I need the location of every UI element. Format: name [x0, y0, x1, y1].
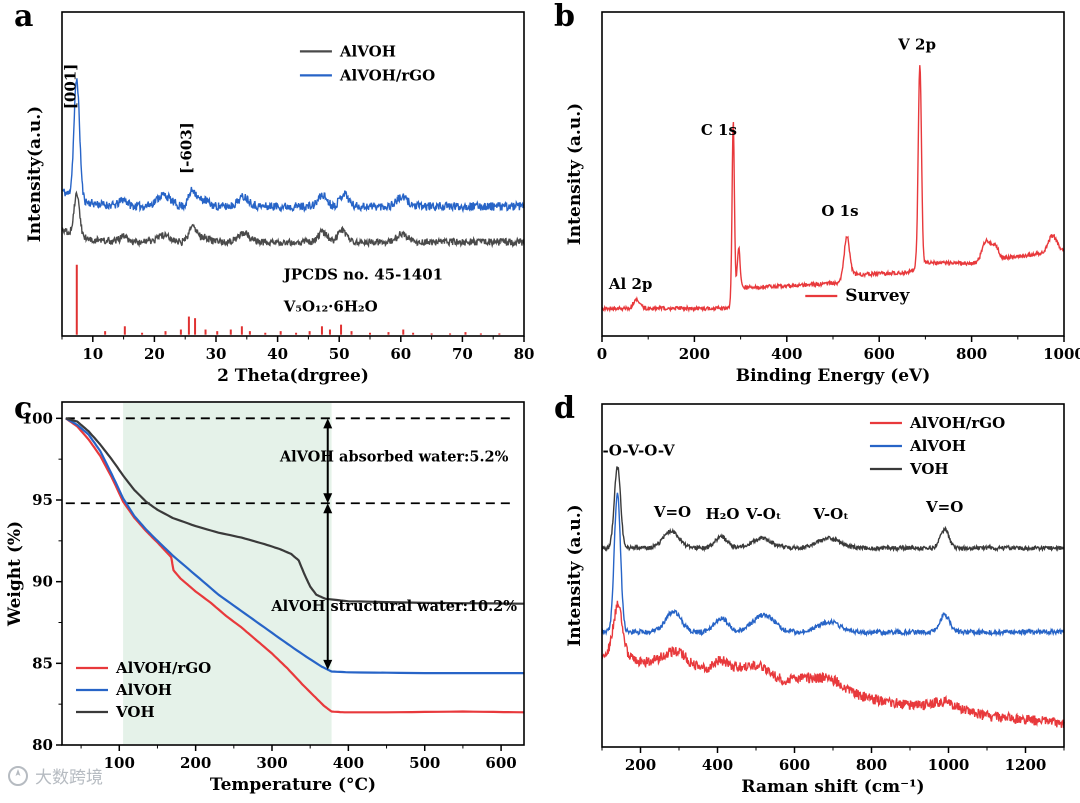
panel-tga: 100 200 300 400 500 600 80 85 90 95 100 Temperature…: [0, 392, 540, 803]
watermark-logo-icon: [8, 765, 28, 786]
x-tick-label: 600: [864, 345, 895, 363]
panel-xps: 0 200 400 600 800 1000 Binding Energy (eV) Inte…: [540, 0, 1080, 392]
legend-label: Survey: [845, 286, 910, 306]
peak-label: Al 2p: [608, 275, 652, 293]
y-tick-label: 95: [32, 491, 53, 509]
plot-frame: [61, 11, 525, 337]
watermark: 大数跨境: [6, 763, 103, 788]
x-tick-label: 10: [82, 345, 103, 363]
annotation: AlVOH structural water:10.2%: [270, 598, 517, 615]
x-tick-label: 500: [409, 754, 440, 772]
x-tick-label: 1000: [928, 756, 970, 774]
series-AlVOH/rGO: [601, 600, 1065, 728]
x-tick-label: 400: [702, 756, 733, 774]
plot-frame: [601, 11, 1065, 337]
x-tick-label: 20: [144, 345, 165, 363]
x-tick-label: 30: [206, 345, 227, 363]
x-tick-label: 600: [779, 756, 810, 774]
peak-label: V-Oₜ: [745, 505, 781, 523]
y-axis-label: Intensity(a.u.): [25, 106, 45, 242]
legend-label: AlVOH: [339, 42, 396, 60]
x-tick-label: 100: [104, 754, 135, 772]
series-AlVOH: [65, 417, 524, 675]
x-tick-label: 80: [514, 345, 535, 363]
x-axis-label: Binding Energy (eV): [736, 366, 931, 386]
series-Survey: [601, 65, 1065, 313]
series-AlVOH: [601, 492, 1065, 638]
reference-label: JPCDS no. 45-1401: [282, 265, 443, 283]
x-tick-label: 200: [180, 754, 211, 772]
x-axis-label: 2 Theta(drgree): [217, 366, 369, 386]
y-axis-label: Intensity (a.u.): [565, 504, 585, 646]
x-axis-label: Raman shift (cm⁻¹): [741, 777, 924, 797]
panel-label-c: c: [14, 391, 33, 426]
x-tick-label: 40: [267, 345, 288, 363]
peak-label: V=O: [925, 498, 963, 516]
y-axis-label: Intensity (a.u.): [565, 103, 585, 245]
panel-label-d: d: [554, 391, 575, 426]
peak-label: V=O: [653, 503, 691, 521]
panel-label-a: a: [14, 0, 34, 34]
legend-label: AlVOH/rGO: [909, 414, 1005, 432]
xps-chart: 0 200 400 600 800 1000 Binding Energy (eV) Inte…: [565, 11, 1080, 386]
legend-label: AlVOH/rGO: [339, 66, 435, 84]
x-tick-label: 300: [256, 754, 287, 772]
x-tick-label: 200: [679, 345, 710, 363]
x-tick-label: 400: [771, 345, 802, 363]
x-tick-label: 400: [333, 754, 364, 772]
y-tick-label: 85: [32, 654, 53, 672]
peak-label: H₂O: [706, 505, 740, 523]
series-AlVOH: [61, 190, 525, 249]
legend-label: VOH: [115, 703, 155, 721]
x-tick-label: 600: [485, 754, 516, 772]
panel-label-b: b: [554, 0, 575, 34]
xrd-chart: 10 20 30 40 50 60 70 80 2 Theta(drgree) Intensity…: [25, 11, 535, 386]
legend-label: AlVOH: [115, 681, 172, 699]
y-axis-label: Weight (%): [5, 521, 25, 627]
x-tick-label: 50: [329, 345, 350, 363]
annotation: AlVOH absorbed water:5.2%: [279, 449, 509, 466]
peak-label: [001]: [62, 64, 80, 110]
x-axis-label: Temperature (°C): [210, 775, 376, 795]
x-tick-label: 1200: [1005, 756, 1047, 774]
legend-label: AlVOH: [909, 437, 966, 455]
tga-chart: 100 200 300 400 500 600 80 85 90 95 100 Temperature…: [5, 401, 525, 795]
x-tick-label: 200: [625, 756, 656, 774]
series-AlVOH/rGO: [65, 417, 525, 714]
series-VOH: [601, 466, 1065, 553]
y-tick-label: 80: [32, 736, 53, 754]
x-tick-label: 1000: [1043, 345, 1080, 363]
x-tick-label: 70: [452, 345, 473, 363]
shaded-region: [123, 403, 332, 744]
panel-raman: 200 400 600 800 1000 1200 Raman shift (cm⁻¹) In…: [540, 392, 1080, 803]
peak-label: -O-V-O-V: [603, 441, 675, 459]
x-tick-label: 800: [956, 345, 987, 363]
y-tick-label: 90: [32, 573, 53, 591]
series-VOH: [65, 417, 525, 605]
x-tick-label: 800: [856, 756, 887, 774]
series-AlVOH/rGO: [61, 78, 525, 214]
peak-label: O 1s: [821, 202, 858, 220]
peak-label: V-Oₜ: [812, 505, 848, 523]
raman-chart: 200 400 600 800 1000 1200 Raman shift (cm⁻¹) In…: [565, 403, 1065, 797]
watermark-text: 大数跨境: [35, 768, 103, 788]
panel-xrd: 10 20 30 40 50 60 70 80 2 Theta(drgree) Intensity…: [0, 0, 540, 392]
peak-label: C 1s: [701, 121, 737, 139]
legend-label: AlVOH/rGO: [115, 659, 211, 677]
peak-label: [-603]: [177, 122, 195, 174]
legend-label: VOH: [909, 460, 949, 478]
x-tick-label: 0: [597, 345, 607, 363]
peak-label: V 2p: [897, 35, 936, 53]
reference-label: V₅O₁₂·6H₂O: [283, 298, 378, 316]
x-tick-label: 60: [390, 345, 411, 363]
y-tick-label: 100: [22, 409, 53, 427]
plot-frame: [61, 401, 525, 746]
